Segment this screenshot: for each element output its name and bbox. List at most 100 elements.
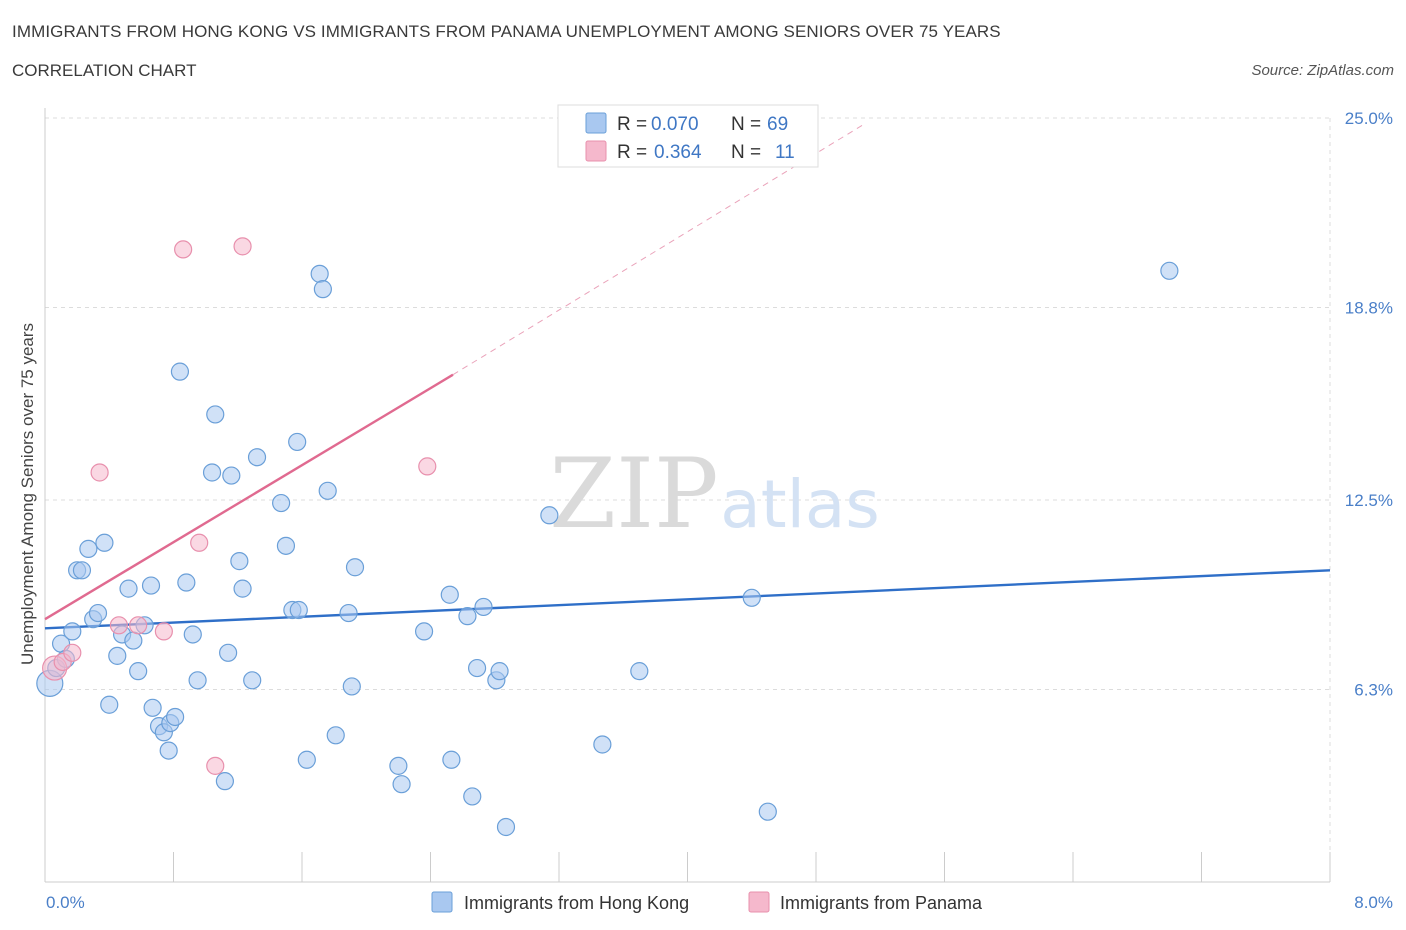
chart-title: IMMIGRANTS FROM HONG KONG VS IMMIGRANTS … — [12, 22, 1001, 41]
point-0-33 — [222, 466, 241, 485]
point-0-39 — [276, 536, 296, 555]
point-0-59 — [474, 597, 493, 617]
trend-line-0 — [44, 569, 1331, 630]
point-0-44 — [310, 264, 329, 283]
point-1-11 — [418, 457, 437, 476]
point-0-19 — [143, 698, 162, 717]
bottom-legend-swatch-panama — [748, 891, 770, 913]
point-0-6 — [72, 561, 92, 580]
point-0-10 — [95, 533, 114, 552]
legend-n-label-2: N = — [731, 142, 761, 163]
legend-r-label-1: R = — [617, 114, 647, 135]
trend-line-1 — [44, 373, 454, 621]
point-0-62 — [496, 817, 516, 837]
legend-r-label-2: R = — [617, 142, 647, 163]
y-tick-label-3: 25.0% — [1345, 109, 1393, 128]
point-1-3 — [90, 463, 109, 482]
point-0-24 — [166, 707, 185, 727]
point-0-15 — [124, 631, 143, 650]
data-points — [36, 237, 1179, 837]
point-0-53 — [414, 622, 434, 641]
y-tick-label-0: 6.3% — [1354, 680, 1393, 699]
bottom-legend: Immigrants from Hong Kong Immigrants fro… — [431, 891, 983, 913]
point-0-46 — [318, 481, 337, 500]
point-0-22 — [159, 741, 178, 760]
legend-r-value-2: 0.364 — [654, 142, 702, 163]
point-0-35 — [233, 579, 252, 598]
point-0-31 — [215, 772, 234, 791]
point-0-56 — [458, 607, 477, 626]
y-tick-label-1: 12.5% — [1345, 491, 1393, 510]
point-0-25 — [170, 362, 190, 381]
point-1-9 — [206, 756, 225, 775]
legend-n-value-1: 69 — [767, 114, 788, 135]
point-0-68 — [1160, 261, 1179, 280]
point-0-27 — [183, 625, 202, 644]
bottom-legend-swatch-hong-kong — [431, 891, 453, 913]
y-tick-labels: 6.3% 12.5% 18.8% 25.0% — [1345, 109, 1393, 699]
x-tick-label-1: 8.0% — [1354, 893, 1393, 912]
point-0-43 — [297, 750, 316, 769]
point-0-55 — [442, 750, 461, 769]
point-0-42 — [288, 432, 307, 452]
point-0-58 — [467, 658, 487, 678]
point-0-32 — [219, 643, 238, 662]
point-0-48 — [339, 603, 358, 623]
point-1-7 — [174, 240, 193, 259]
point-1-10 — [233, 237, 252, 256]
watermark-atlas: atlas — [720, 466, 880, 543]
point-1-2 — [63, 643, 82, 662]
legend-swatch-hong-kong — [585, 112, 607, 134]
point-0-54 — [440, 585, 459, 604]
point-0-52 — [392, 775, 411, 794]
point-1-8 — [190, 533, 209, 552]
bottom-legend-label-hong-kong: Immigrants from Hong Kong — [464, 893, 689, 913]
point-0-16 — [129, 662, 148, 681]
point-0-50 — [345, 558, 365, 577]
point-0-12 — [108, 646, 127, 665]
point-0-63 — [540, 506, 559, 525]
axes — [44, 108, 1331, 883]
source-credit: Source: ZipAtlas.com — [1251, 62, 1394, 79]
bottom-legend-label-panama: Immigrants from Panama — [780, 893, 983, 913]
point-0-51 — [389, 756, 408, 775]
point-0-38 — [272, 493, 291, 513]
point-0-7 — [79, 539, 98, 558]
watermark-zip: ZIP — [549, 438, 718, 550]
point-0-64 — [593, 735, 612, 754]
point-0-11 — [100, 695, 119, 714]
point-1-5 — [129, 616, 148, 635]
point-0-41 — [289, 600, 308, 620]
point-1-4 — [109, 616, 128, 635]
point-0-29 — [202, 463, 222, 482]
legend-swatch-panama — [585, 140, 607, 162]
y-axis-label: Unemployment Among Seniors over 75 years — [18, 323, 37, 665]
point-0-57 — [463, 787, 482, 806]
x-tick-label-0: 0.0% — [46, 893, 85, 912]
point-0-30 — [206, 405, 225, 424]
y-tick-label-2: 18.8% — [1345, 298, 1393, 317]
point-0-49 — [342, 677, 361, 696]
legend-r-value-1: 0.070 — [651, 114, 699, 135]
point-0-61 — [490, 662, 509, 681]
point-0-47 — [326, 726, 345, 745]
chart-subtitle: CORRELATION CHART — [12, 61, 197, 80]
watermark: ZIP atlas — [549, 438, 879, 550]
point-0-9 — [88, 603, 108, 623]
point-0-65 — [630, 662, 649, 681]
point-0-37 — [247, 448, 267, 467]
point-0-34 — [230, 552, 249, 571]
point-0-36 — [243, 671, 262, 690]
point-1-6 — [154, 622, 173, 641]
point-0-14 — [119, 579, 138, 598]
x-tick-labels: 0.0% 8.0% — [46, 893, 1393, 912]
point-0-66 — [742, 588, 761, 607]
point-0-45 — [313, 280, 332, 299]
legend-n-label-1: N = — [731, 114, 761, 135]
point-0-18 — [141, 576, 161, 595]
point-0-26 — [177, 573, 196, 592]
point-0-28 — [188, 671, 207, 690]
legend-n-value-2: 11 — [775, 142, 795, 163]
point-0-4 — [63, 622, 82, 641]
